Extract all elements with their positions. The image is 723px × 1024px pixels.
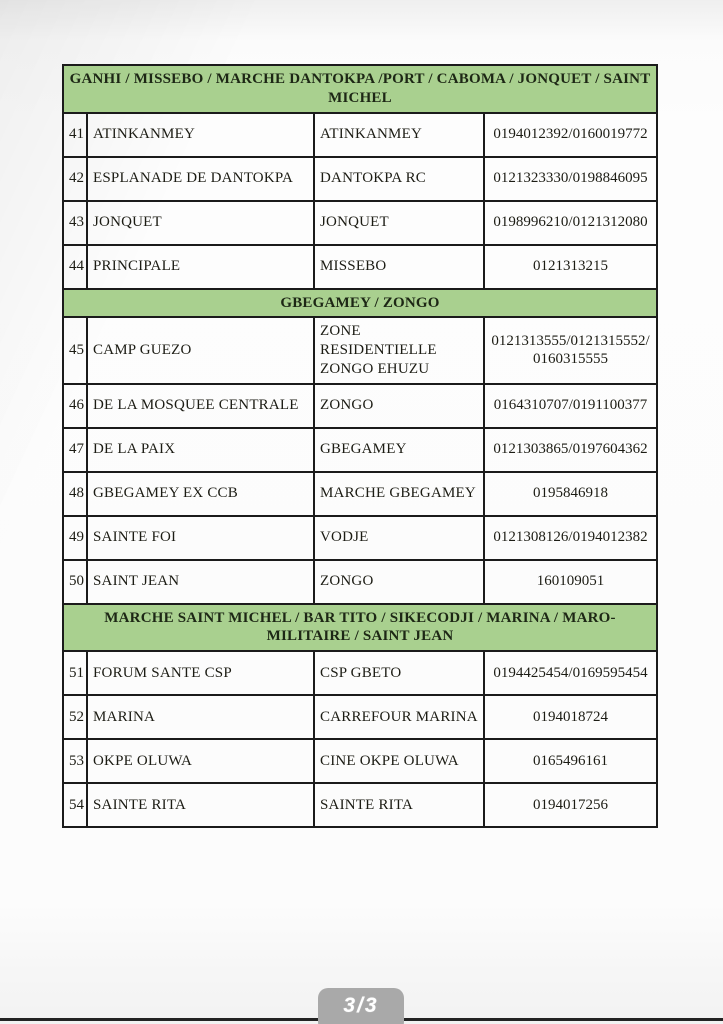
phone-cell: 0194018724 [482,694,659,740]
phone-cell: 0194012392/0160019772 [482,111,659,158]
row-number-cell: 43 [62,199,88,246]
branch-cell: ZONGO [313,558,485,605]
phone-cell: 0194017256 [482,782,659,828]
table-row: 45 CAMP GUEZO ZONE RESIDENTIELLE ZONGO EHU… [62,316,659,385]
phone-cell: 0198996210/0121312080 [482,199,659,246]
contacts-table: GANHI / MISSEBO / MARCHE DANTOKPA /PORT … [61,64,659,828]
table-row: 51 FORUM SANTE CSP CSP GBETO 0194425454/016… [62,650,659,696]
phone-cell: 0164310707/0191100377 [482,382,659,429]
row-number-cell: 54 [62,782,88,828]
phone-cell: 0195846918 [482,470,659,517]
phone-cell: 0121303865/0197604362 [482,426,659,473]
table-row: 42 ESPLANADE DE DANTOKPA DANTOKPA RC 012132… [62,155,659,202]
table-row: 43 JONQUET JONQUET 0198996210/0121312080 [62,199,659,246]
row-number-cell: 42 [62,155,88,202]
row-number-cell: 51 [62,650,88,696]
phone-cell: 0121308126/0194012382 [482,514,659,561]
name-cell: FORUM SANTE CSP [86,650,315,696]
phone-cell: 0194425454/0169595454 [482,650,659,696]
section-header: GANHI / MISSEBO / MARCHE DANTOKPA /PORT … [61,64,659,114]
branch-cell: VODJE [313,514,485,561]
table-row: 44 PRINCIPALE MISSEBO 0121313215 [62,243,659,290]
branch-cell: ATINKANMEY [313,111,485,158]
row-number-cell: 41 [62,111,88,158]
phone-cell: 0165496161 [482,738,659,784]
name-cell: SAINTE FOI [86,514,315,561]
section-header-row: GANHI / MISSEBO / MARCHE DANTOKPA /PORT … [61,64,659,114]
name-cell: MARINA [86,694,315,740]
row-number-cell: 48 [62,470,88,517]
table-row: 52 MARINA CARREFOUR MARINA 0194018724 [62,694,659,740]
section-header: GBEGAMEY / ZONGO [61,287,659,319]
branch-cell: SAINTE RITA [313,782,485,828]
page-indicator-badge: 3/3 [318,988,404,1024]
name-cell: DE LA MOSQUEE CENTRALE [86,382,315,429]
table-row: 47 DE LA PAIX GBEGAMEY 0121303865/019760436… [62,426,659,473]
branch-cell: GBEGAMEY [313,426,485,473]
name-cell: GBEGAMEY EX CCB [86,470,315,517]
phone-cell: 0121313215 [482,243,659,290]
name-cell: ESPLANADE DE DANTOKPA [86,155,315,202]
branch-cell: ZONE RESIDENTIELLE ZONGO EHUZU [313,316,485,385]
phone-cell: 0121313555/0121315552/0160315555 [482,316,659,385]
name-cell: OKPE OLUWA [86,738,315,784]
row-number-cell: 53 [62,738,88,784]
name-cell: ATINKANMEY [86,111,315,158]
name-cell: JONQUET [86,199,315,246]
page-indicator-label: 3/3 [343,994,379,1017]
branch-cell: JONQUET [313,199,485,246]
table-row: 41 ATINKANMEY ATINKANMEY 0194012392/0160019… [62,111,659,158]
section-header-row: GBEGAMEY / ZONGO [61,287,659,319]
branch-cell: DANTOKPA RC [313,155,485,202]
contacts-table-body: GANHI / MISSEBO / MARCHE DANTOKPA /PORT … [61,64,659,828]
table-row: 53 OKPE OLUWA CINE OKPE OLUWA 0165496161 [62,738,659,784]
row-number-cell: 52 [62,694,88,740]
table-row: 50 SAINT JEAN ZONGO 160109051 [62,558,659,605]
name-cell: SAINT JEAN [86,558,315,605]
name-cell: SAINTE RITA [86,782,315,828]
row-number-cell: 46 [62,382,88,429]
phone-cell: 160109051 [482,558,659,605]
table-row: 48 GBEGAMEY EX CCB MARCHE GBEGAMEY 01958469… [62,470,659,517]
table-row: 49 SAINTE FOI VODJE 0121308126/0194012382 [62,514,659,561]
section-header-row: MARCHE SAINT MICHEL / BAR TITO / SIKECOD… [61,602,659,652]
row-number-cell: 47 [62,426,88,473]
document-photo: GANHI / MISSEBO / MARCHE DANTOKPA /PORT … [61,64,659,828]
branch-cell: CINE OKPE OLUWA [313,738,485,784]
name-cell: PRINCIPALE [86,243,315,290]
branch-cell: CSP GBETO [313,650,485,696]
name-cell: DE LA PAIX [86,426,315,473]
row-number-cell: 45 [62,316,88,385]
phone-cell: 0121323330/0198846095 [482,155,659,202]
branch-cell: MARCHE GBEGAMEY [313,470,485,517]
row-number-cell: 44 [62,243,88,290]
branch-cell: MISSEBO [313,243,485,290]
row-number-cell: 50 [62,558,88,605]
branch-cell: CARREFOUR MARINA [313,694,485,740]
table-row: 54 SAINTE RITA SAINTE RITA 0194017256 [62,782,659,828]
branch-cell: ZONGO [313,382,485,429]
name-cell: CAMP GUEZO [86,316,315,385]
row-number-cell: 49 [62,514,88,561]
section-header: MARCHE SAINT MICHEL / BAR TITO / SIKECOD… [61,602,659,652]
table-row: 46 DE LA MOSQUEE CENTRALE ZONGO 0164310707/… [62,382,659,429]
